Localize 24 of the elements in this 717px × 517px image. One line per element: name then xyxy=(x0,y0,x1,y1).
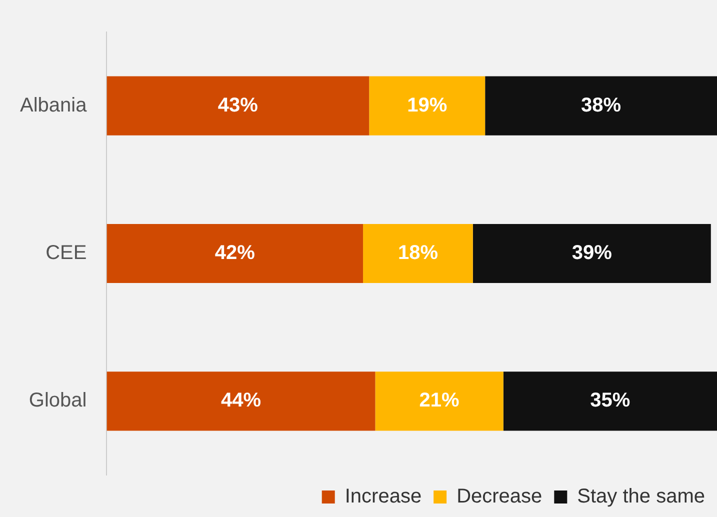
bar xyxy=(106,372,376,431)
data-label: 42% xyxy=(214,242,256,264)
bar xyxy=(375,372,504,431)
legend-label: Decrease xyxy=(456,486,542,508)
y-tick-label: Albania xyxy=(20,94,88,116)
data-label: 35% xyxy=(590,390,630,412)
bar xyxy=(106,224,364,284)
y-tick-label: Global xyxy=(28,390,87,412)
bar xyxy=(485,76,717,136)
legend-label: Increase xyxy=(344,486,422,508)
bar xyxy=(106,76,370,136)
data-label: 19% xyxy=(407,94,448,116)
data-label: 38% xyxy=(581,94,622,116)
data-label: 44% xyxy=(220,390,262,412)
data-label: 18% xyxy=(398,242,438,264)
legend-label: Stay the same xyxy=(577,486,705,508)
bar xyxy=(363,224,473,284)
bar xyxy=(369,76,486,136)
data-label: 39% xyxy=(572,242,612,264)
bar xyxy=(503,372,717,431)
y-tick-label: CEE xyxy=(46,242,87,264)
data-label: 43% xyxy=(218,94,258,116)
bar xyxy=(472,224,711,284)
data-label: 21% xyxy=(419,390,460,412)
